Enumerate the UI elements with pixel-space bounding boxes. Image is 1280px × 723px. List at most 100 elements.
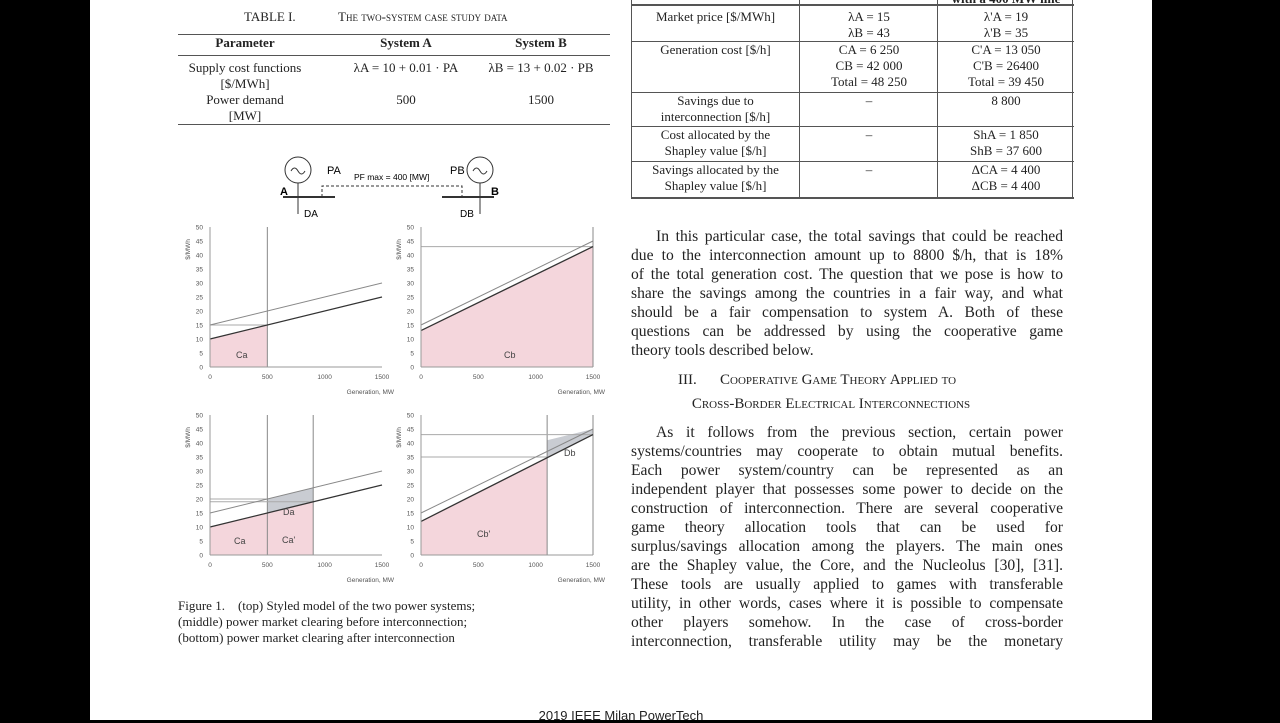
y-tick-label: 0 (199, 365, 203, 372)
column-rule (799, 0, 800, 198)
table-cell: 8 800 (991, 93, 1021, 108)
supply-line (420, 246, 594, 332)
y-tick-label: 10 (196, 525, 204, 532)
y-tick-label: 5 (199, 539, 203, 546)
table-cell: [MW] (228, 108, 262, 123)
paragraph-line: In this particular case, the total savin… (656, 228, 1063, 245)
y-tick-label: 45 (407, 427, 415, 434)
paragraph-line: due to the interconnection amount up to … (631, 247, 1063, 264)
region-label: Ca (234, 536, 246, 546)
column-rule (937, 0, 938, 198)
area (210, 501, 314, 555)
paragraph-line: utility, in other words, cases where it … (631, 595, 1063, 612)
paragraph-line: As it follows from the previous section,… (656, 424, 1063, 441)
y-tick-label: 40 (196, 253, 204, 260)
y-tick-label: 35 (407, 267, 415, 274)
y-tick-label: 25 (407, 295, 415, 302)
region-label: Da (283, 507, 295, 517)
x-tick-label: 0 (208, 562, 212, 569)
paragraph-line: other players somehow. In the case of cr… (631, 614, 1063, 631)
table-cell: Market price [$/MWh] (655, 9, 776, 24)
paragraph-line: of the total generation cost. The questi… (631, 266, 1063, 283)
y-tick-label: 15 (196, 511, 204, 518)
x-tick-label: 1500 (586, 374, 601, 381)
row-rule (631, 126, 1074, 127)
row-rule (631, 41, 1074, 42)
table-cell: ΔCB = 4 400 (971, 178, 1041, 193)
x-tick-label: 1000 (317, 374, 332, 381)
y-tick-label: 20 (407, 497, 415, 504)
y-tick-label: 50 (196, 225, 204, 232)
table-cell: Shapley value [$/h] (664, 178, 767, 193)
table-cell: C'B = 26400 (972, 58, 1039, 73)
supply-line (209, 484, 383, 528)
table-cell: Cost allocated by the (660, 127, 771, 142)
table-cell: Savings allocated by the (652, 162, 779, 177)
region-label: Ca (236, 350, 248, 360)
diagram-label: PA (327, 165, 342, 177)
area (547, 429, 593, 458)
row-rule (631, 92, 1074, 93)
y-tick-label: 30 (196, 281, 204, 288)
y-tick-label: 40 (196, 441, 204, 448)
table-cell: ΔCA = 4 400 (971, 162, 1041, 177)
region-label: Ca' (282, 535, 296, 545)
x-axis-label: Generation, MW (347, 577, 395, 584)
table-cell: C'A = 13 050 (971, 42, 1041, 57)
x-tick-label: 0 (419, 562, 423, 569)
table-cell: Total = 48 250 (830, 74, 908, 89)
table-cell: – (865, 127, 873, 142)
generator (466, 156, 494, 184)
y-tick-label: 45 (407, 239, 415, 246)
y-tick-label: 35 (196, 455, 204, 462)
paragraph-line: should be a fair compensation to system … (631, 304, 1063, 321)
y-axis-label: $/MWh (396, 427, 403, 448)
paragraph-line: are the Shapley value, the Core, and the… (631, 557, 1063, 574)
table-header-fragment: with a 400 MW line (938, 0, 1074, 7)
diagram-label: DB (460, 209, 474, 220)
section-title: Cooperative Game Theory Applied to (720, 372, 957, 388)
y-tick-label: 5 (199, 351, 203, 358)
y-tick-label: 5 (410, 539, 414, 546)
paragraph-line: These tools are usually applied to games… (631, 576, 1063, 593)
y-tick-label: 10 (196, 337, 204, 344)
figure: PA PB PF max = 400 [MW] A B DA DB 0 5 10 15 20 25 30 3… (185, 156, 606, 584)
y-tick-label: 15 (407, 323, 415, 330)
supply-line-light (420, 240, 594, 326)
table-cell: CA = 6 250 (838, 42, 900, 57)
y-tick-label: 5 (410, 351, 414, 358)
paragraph-line: game theory allocation tools that can be… (631, 519, 1063, 536)
y-tick-label: 40 (407, 441, 415, 448)
y-tick-label: 35 (407, 455, 415, 462)
x-tick-label: 1500 (375, 562, 390, 569)
node-label: A (280, 186, 288, 198)
paragraph-line: share the savings among the countries in… (631, 285, 1063, 302)
section-title: Cross-Border Electrical Interconnections (691, 396, 971, 412)
x-tick-label: 1500 (375, 374, 390, 381)
area (210, 325, 268, 367)
region-label: Cb' (477, 529, 491, 539)
table-cell: λB = 13 + 0.02 · PB (488, 60, 594, 75)
generator-wave (472, 167, 488, 175)
y-tick-label: 45 (196, 239, 204, 246)
paragraph-line: interconnection, transferable utility ma… (631, 633, 1063, 650)
table-cell: λA = 15 (848, 9, 890, 24)
table-cell: Power demand (206, 92, 284, 107)
y-tick-label: 25 (407, 483, 415, 490)
y-tick-label: 30 (407, 469, 415, 476)
table-caption-title: The two-system case study data (338, 9, 508, 24)
column-rule (631, 0, 632, 198)
table-cell: – (865, 93, 873, 108)
table-cell: Supply cost functions (188, 60, 302, 75)
x-tick-label: 1000 (317, 562, 332, 569)
x-tick-label: 500 (262, 374, 273, 381)
paragraph-line: questions can be addressed by using the … (631, 323, 1063, 340)
table-cell: 500 (396, 92, 416, 107)
x-tick-label: 1500 (586, 562, 601, 569)
table-header: System B (515, 35, 567, 50)
footer: 2019 IEEE Milan PowerTech (538, 708, 704, 723)
region-label: Cb (504, 350, 516, 360)
table-cell: λ'A = 19 (983, 9, 1029, 24)
y-tick-label: 30 (407, 281, 415, 288)
x-tick-label: 1000 (528, 562, 543, 569)
